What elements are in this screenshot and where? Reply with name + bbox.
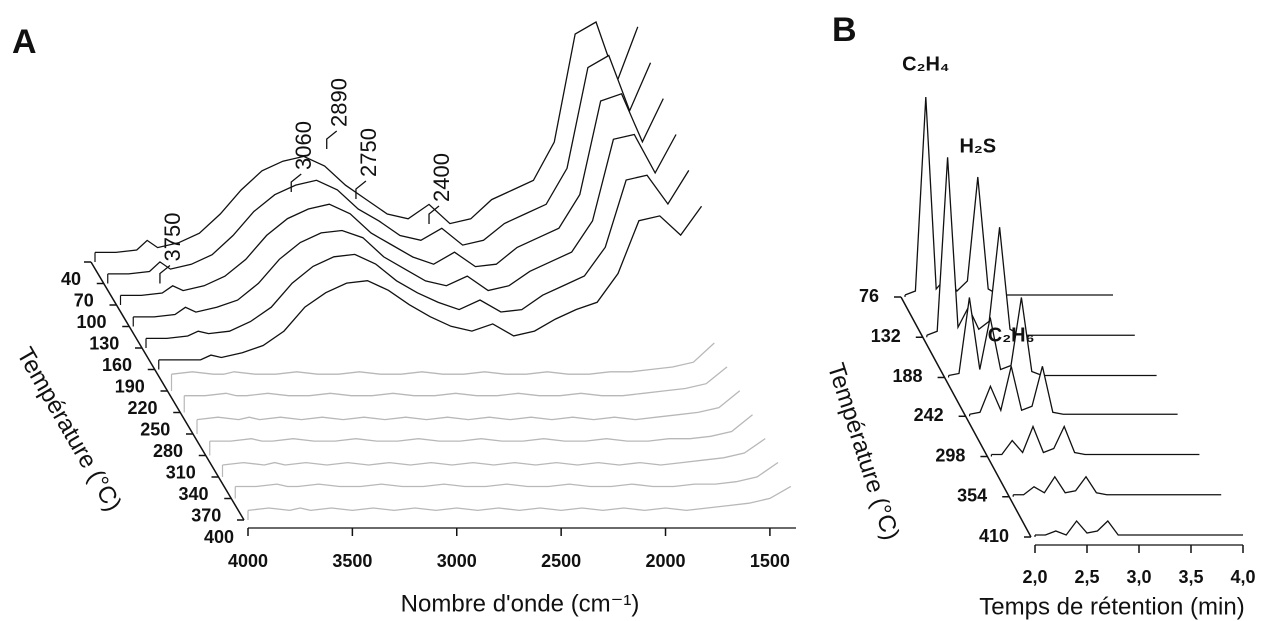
spectrum [120,92,664,297]
x-tick-label: 2,0 [1022,567,1047,587]
x-tick-label: 3,0 [1126,567,1151,587]
row-fill [146,170,689,348]
peak-label: 2750 [356,128,381,177]
row-fill [969,366,1178,417]
row-fill [171,343,715,391]
peak-label: C₂H₄ [902,53,949,75]
peak-label: 2890 [327,78,352,127]
spectrum [158,205,703,361]
z-tick-label: 340 [178,484,208,504]
row-fill [905,97,1113,297]
panel-label: B [832,11,857,49]
spectrum [133,133,677,318]
z-tick-label: 132 [871,326,901,346]
row-fill [197,390,740,434]
leader-line [428,205,440,224]
row-fill [948,297,1157,378]
spectrum [235,461,779,488]
row-fill [184,366,728,413]
x-tick-label: 2500 [541,551,581,571]
z-tick-label: 370 [191,505,221,525]
row-fill [120,93,664,305]
spectrum [948,297,1157,377]
row-fill [248,486,791,520]
row-fill [107,55,651,284]
row-fill [158,206,702,370]
x-axis-title: Temps de rétention (min) [979,593,1244,620]
x-tick-label: 2,5 [1074,567,1099,587]
peak-label: 3060 [291,121,316,170]
spectrum [196,390,741,421]
panel-label: A [12,23,37,61]
spectrum [1035,519,1243,536]
z-tick-label: 354 [957,486,987,506]
spectrum [926,157,1135,336]
spectrum [171,342,715,375]
z-tick-label: 70 [74,290,94,310]
z-tick-label: 190 [115,376,145,396]
x-tick-label: 4000 [228,551,268,571]
z-tick-label: 40 [61,269,81,289]
row-fill [926,157,1135,338]
leader-line [355,180,367,199]
x-tick-label: 3,5 [1178,567,1203,587]
leader-line [290,173,302,192]
x-tick-label: 3000 [437,551,477,571]
z-tick-label: 76 [859,286,879,306]
spectrum [107,54,652,275]
leader-line [159,264,171,284]
x-tick-label: 1500 [750,551,790,571]
x-tick-label: 3500 [332,551,372,571]
spectrum [1013,475,1222,496]
z-tick-label: 250 [140,419,170,439]
spectrum [247,485,792,512]
z-tick-label: 160 [102,355,132,375]
x-tick-label: 4,0 [1230,567,1255,587]
x-tick-label: 2000 [646,551,686,571]
x-axis-title: Nombre d'onde (cm⁻¹) [401,590,640,617]
z-tick-label: 400 [204,527,234,547]
spectrum [991,424,1200,456]
z-tick-label: 220 [127,398,157,418]
row-fill [235,462,779,499]
spectrum [904,96,1113,296]
z-axis-title: Température (°C) [822,360,905,544]
spectrum [222,438,766,466]
z-tick-label: 310 [166,462,196,482]
spectrum [209,414,753,442]
row-fill [1013,476,1222,497]
peak-label: H₂S [959,135,996,157]
z-tick-label: 298 [935,445,965,465]
row-fill [991,426,1200,457]
peak-label: 3750 [160,213,185,262]
leader-line [326,130,338,149]
row-fill [133,134,677,327]
spectrum [184,366,728,397]
spectrum [969,366,1178,415]
z-tick-label: 188 [893,366,923,386]
peak-label: 2400 [429,153,454,202]
z-tick-label: 100 [76,312,106,332]
spectrum [146,170,690,340]
row-fill [222,438,766,477]
z-tick-label: 280 [153,441,183,461]
peak-label: C₂H₆ [988,325,1035,347]
z-tick-label: 410 [979,526,1009,546]
row-fill [209,414,753,456]
z-tick-label: 130 [89,333,119,353]
z-tick-label: 242 [914,405,944,425]
